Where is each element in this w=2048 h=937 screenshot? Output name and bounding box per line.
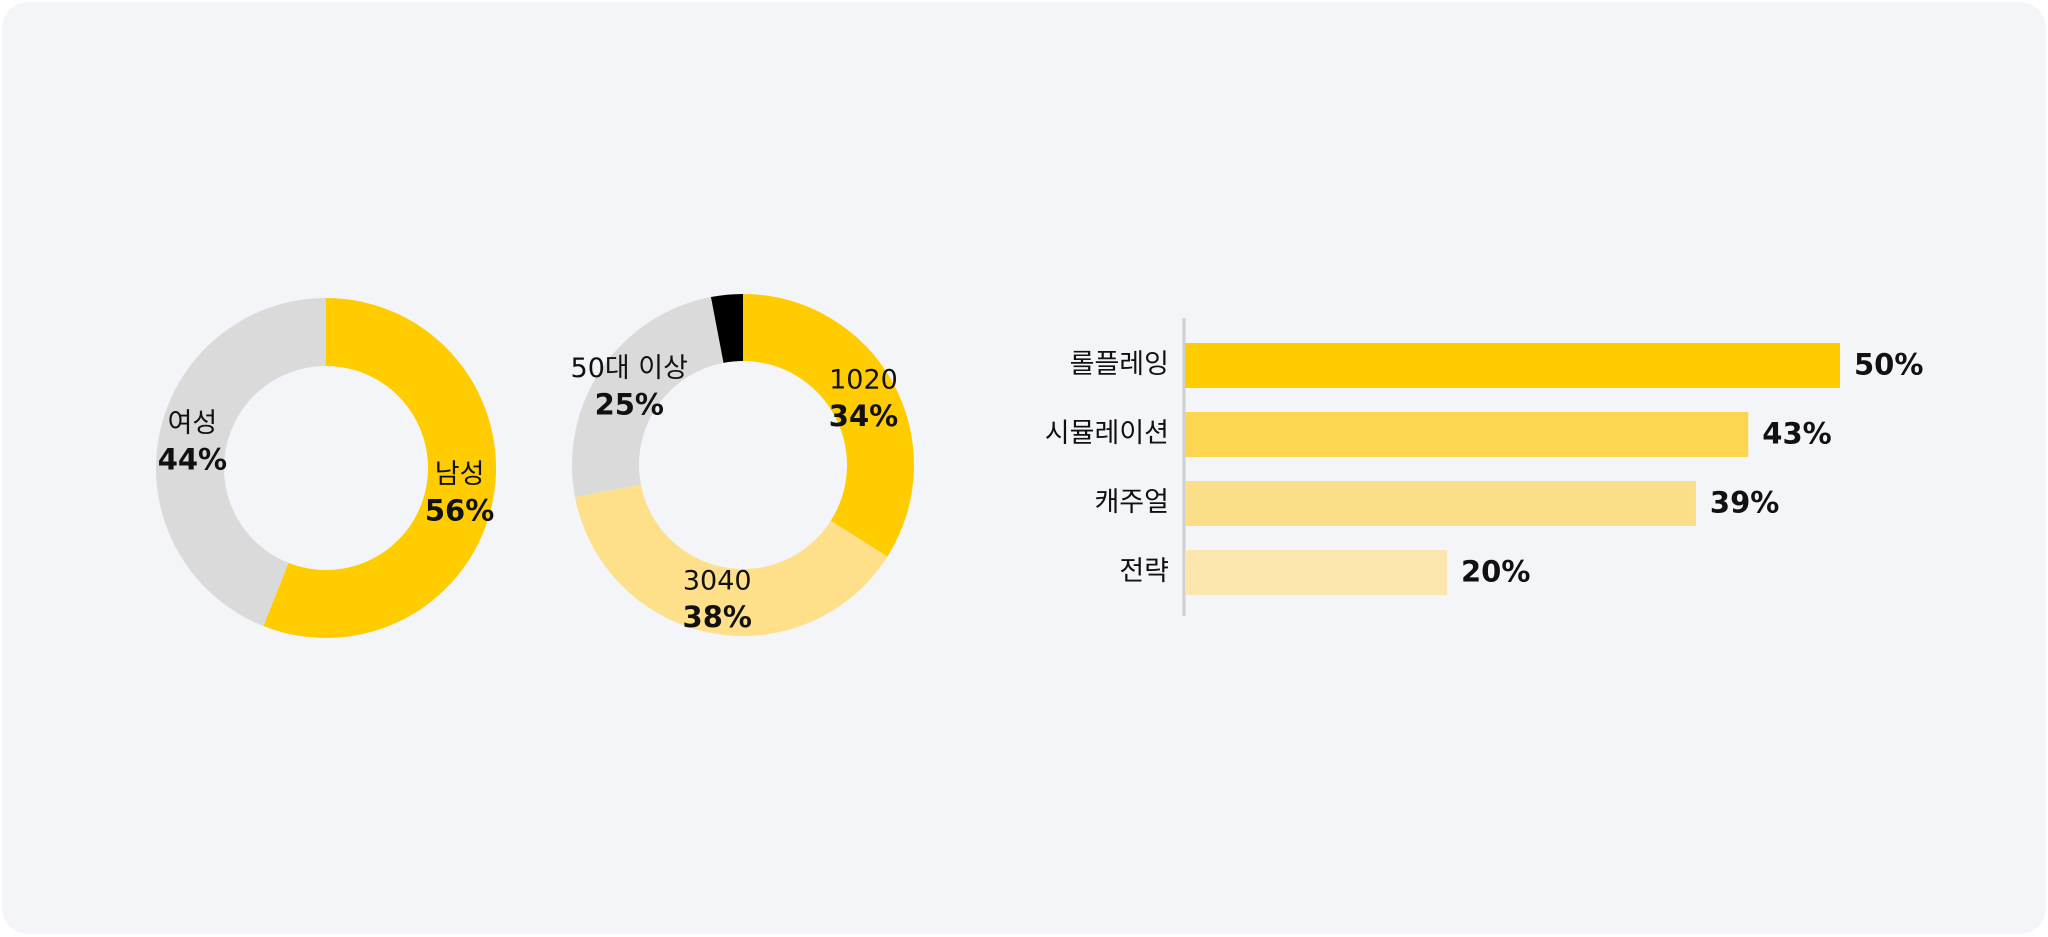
bar <box>1185 343 1840 388</box>
bar <box>1185 481 1696 526</box>
donut-slice <box>571 297 724 498</box>
bar-value: 39% <box>1710 486 1779 520</box>
donut-slice <box>155 298 326 627</box>
bar-value: 20% <box>1461 555 1530 589</box>
slice-value: 34% <box>829 399 898 433</box>
bar-category: 시뮬레이션 <box>1045 418 1169 449</box>
slice-label: 여성 <box>168 408 218 439</box>
donut-slice <box>575 484 888 637</box>
slice-label: 50대 이상 <box>571 353 688 384</box>
slice-label: 3040 <box>683 566 752 597</box>
slice-label: 남성 <box>435 459 485 490</box>
slice-label: 1020 <box>829 364 898 395</box>
bar-value: 43% <box>1762 417 1831 451</box>
bar-value: 50% <box>1854 348 1923 382</box>
donut-slice <box>710 294 743 363</box>
bar-category: 전략 <box>1119 556 1169 587</box>
slice-value: 56% <box>425 493 494 527</box>
bar-category: 롤플레잉 <box>1070 349 1169 380</box>
donut-slice <box>743 294 915 557</box>
donut-slice <box>263 298 497 638</box>
slice-value: 25% <box>595 388 664 422</box>
bar <box>1185 412 1749 457</box>
slice-value: 44% <box>158 443 227 477</box>
bar <box>1185 550 1447 595</box>
slice-value: 38% <box>683 600 752 634</box>
bar-category: 캐주얼 <box>1094 487 1169 518</box>
